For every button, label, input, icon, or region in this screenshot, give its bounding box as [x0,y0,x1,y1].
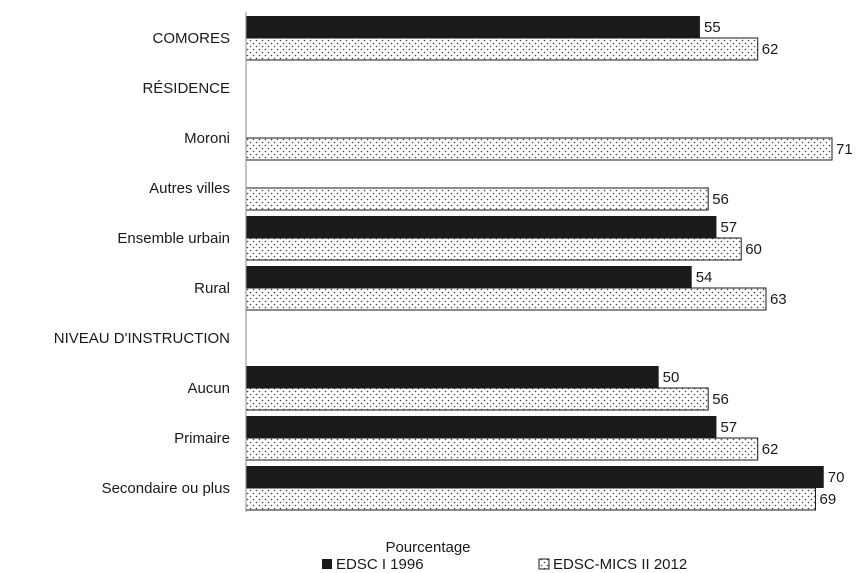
category-label: Aucun [187,380,230,397]
data-label-series-1: 55 [704,19,721,36]
bar-series-1 [246,266,692,288]
bar-series-2 [245,287,767,311]
category-label: RÉSIDENCE [142,80,230,97]
bar-series-2 [245,387,709,411]
category-label: Primaire [174,430,230,447]
bar-series-1 [246,416,717,438]
data-label-series-1: 70 [828,469,845,486]
category-label: Autres villes [149,180,230,197]
data-label-series-1: 57 [720,419,737,436]
category-labels: COMORES RÉSIDENCE Moroni Autres villes Ensem… [54,30,230,497]
legend-swatch-series-1 [322,559,332,569]
data-label-series-2: 71 [836,141,853,158]
bar-series-2 [245,187,709,211]
category-label: Rural [194,280,230,297]
data-label-series-2: 62 [762,41,779,58]
value-labels: 55 62 71 56 57 60 54 63 50 56 57 62 70 69 [663,19,853,508]
legend: EDSC I 1996 EDSC-MICS II 2012 [322,556,687,573]
data-label-series-2: 56 [712,191,729,208]
legend-label-series-1: EDSC I 1996 [336,556,424,573]
data-label-series-1: 54 [696,269,713,286]
category-label: Ensemble urbain [117,230,230,247]
bar-series-1 [246,466,824,488]
legend-label-series-2: EDSC-MICS II 2012 [553,556,687,573]
bar-series-1 [246,366,659,388]
bar-series-2 [245,237,742,261]
category-label: Moroni [184,130,230,147]
data-label-series-1: 50 [663,369,680,386]
bars-group [245,16,833,511]
bar-series-2 [245,487,816,511]
bar-series-2 [245,137,833,161]
category-label: COMORES [152,30,230,47]
data-label-series-2: 69 [819,491,836,508]
bar-series-2 [245,37,759,61]
legend-swatch-series-2 [538,558,550,570]
bar-series-1 [246,16,700,38]
bar-series-1 [246,216,717,238]
data-label-series-2: 60 [745,241,762,258]
x-axis-title: Pourcentage [385,539,470,556]
category-label: Secondaire ou plus [102,480,230,497]
data-label-series-1: 57 [720,219,737,236]
category-label: NIVEAU D'INSTRUCTION [54,330,230,347]
bar-series-2 [245,437,759,461]
data-label-series-2: 63 [770,291,787,308]
data-label-series-2: 56 [712,391,729,408]
data-label-series-2: 62 [762,441,779,458]
